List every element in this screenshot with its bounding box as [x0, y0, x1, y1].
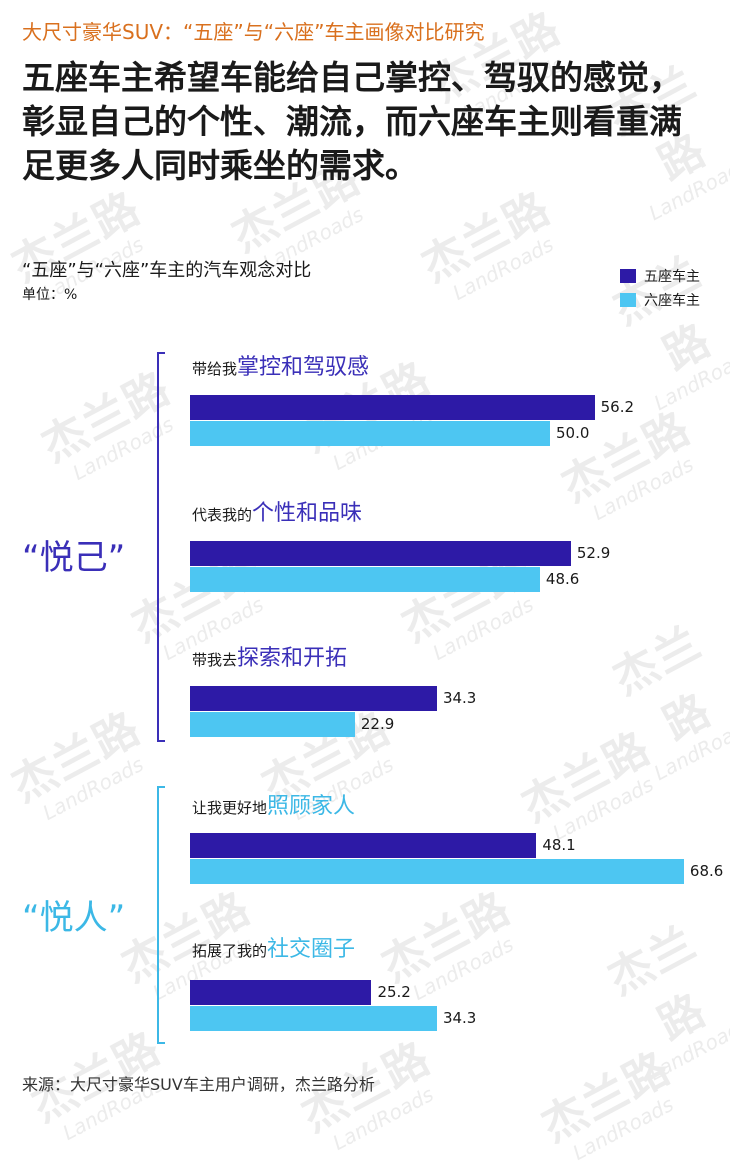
bar-six-seat	[190, 1006, 437, 1031]
bar-five-seat	[190, 395, 595, 420]
bar-value-six-seat: 68.6	[689, 862, 724, 880]
group-label-yueji: “悦己”	[22, 538, 126, 578]
category-prefix: 代表我的	[192, 506, 253, 524]
category-highlight: 社交圈子	[267, 937, 356, 962]
chart-page: 大尺寸豪华SUV：“五座”与“六座”车主画像对比研究 五座车主希望车能给自己掌控…	[22, 20, 724, 1094]
bar-value-five-seat: 34.3	[442, 689, 477, 707]
legend-label-six-seat: 六座车主	[644, 293, 700, 309]
category-prefix: 带我去	[192, 651, 238, 669]
unit-label: 单位：%	[22, 287, 78, 303]
bar-value-six-seat: 34.3	[442, 1009, 477, 1027]
category-prefix: 让我更好地	[192, 799, 268, 817]
bar-value-five-seat: 56.2	[600, 398, 635, 416]
bar-value-six-seat: 50.0	[556, 424, 590, 442]
category-label: 拓展了我的社交圈子	[192, 931, 355, 963]
legend-swatch-five-seat	[620, 269, 636, 283]
bar-six-seat	[190, 421, 550, 446]
group-bracket-yueji	[157, 352, 165, 742]
category-prefix: 带给我	[192, 360, 238, 378]
source-note: 来源：大尺寸豪华SUV车主用户调研，杰兰路分析	[22, 1075, 375, 1094]
report-subtitle: 大尺寸豪华SUV：“五座”与“六座”车主画像对比研究	[22, 20, 485, 44]
group-label-yueren: “悦人”	[22, 898, 126, 938]
bar-value-five-seat: 52.9	[576, 544, 611, 562]
legend-label-five-seat: 五座车主	[644, 269, 700, 285]
bar-five-seat	[190, 980, 372, 1005]
bar-value-six-seat: 48.6	[545, 570, 580, 588]
category-highlight: 个性和品味	[252, 501, 363, 526]
bar-value-six-seat: 22.9	[360, 715, 395, 733]
bar-six-seat	[190, 712, 355, 737]
category-highlight: 掌控和驾驭感	[237, 355, 370, 380]
category-label: 让我更好地照顾家人	[192, 788, 355, 820]
legend-item-five-seat: 五座车主	[620, 264, 700, 288]
chart-title: “五座”与“六座”车主的汽车观念对比	[22, 260, 312, 281]
bar-five-seat	[190, 541, 571, 566]
category-label: 带我去探索和开拓	[192, 640, 347, 672]
category-label: 带给我掌控和驾驭感	[192, 349, 369, 381]
group-bracket-yueren	[157, 786, 165, 1044]
category-highlight: 探索和开拓	[237, 646, 348, 671]
bar-five-seat	[190, 833, 537, 858]
category-prefix: 拓展了我的	[192, 942, 268, 960]
legend-item-six-seat: 六座车主	[620, 288, 700, 312]
legend-swatch-six-seat	[620, 293, 636, 307]
legend: 五座车主 六座车主	[620, 264, 700, 312]
category-label: 代表我的个性和品味	[192, 495, 362, 527]
bar-value-five-seat: 25.2	[377, 983, 411, 1001]
bar-five-seat	[190, 686, 437, 711]
headline: 五座车主希望车能给自己掌控、驾驭的感觉，彰显自己的个性、潮流，而六座车主则看重满…	[22, 58, 682, 185]
bar-value-five-seat: 48.1	[542, 836, 576, 854]
category-highlight: 照顾家人	[267, 794, 356, 819]
bar-six-seat	[190, 567, 540, 592]
bar-six-seat	[190, 859, 684, 884]
